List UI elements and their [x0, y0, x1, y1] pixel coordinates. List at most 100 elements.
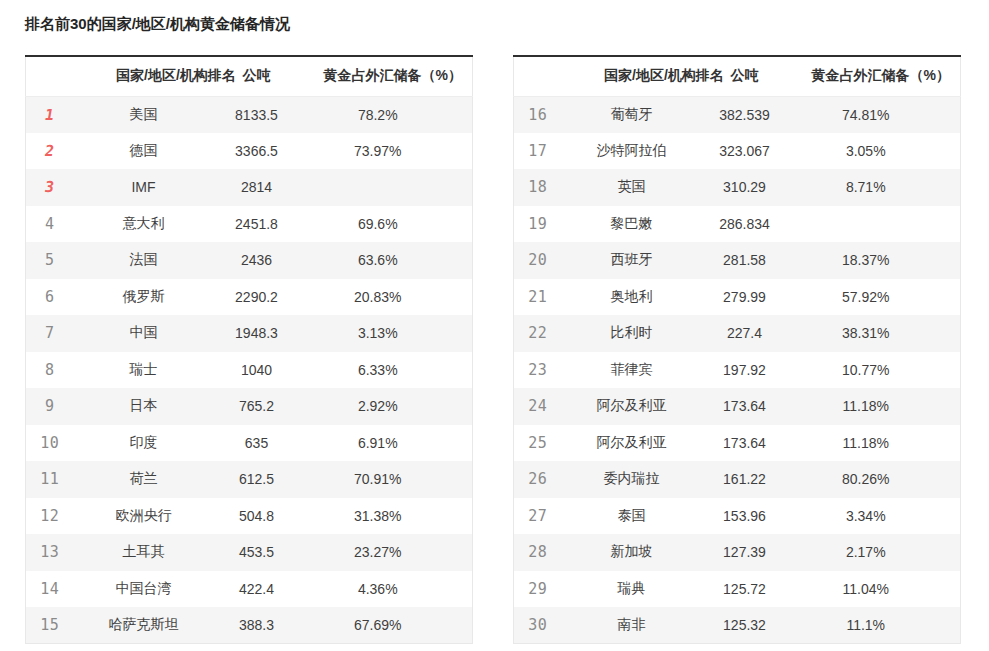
rank-number: 16	[528, 106, 547, 124]
table-row: 1美国8133.578.2%	[26, 96, 473, 133]
table-row: 22 比利时227.438.31%	[514, 315, 961, 352]
country-name-cell: IMF	[74, 169, 214, 206]
country-name-cell: 西班牙	[562, 242, 702, 279]
rank-number: 22	[528, 324, 547, 342]
tonnes-cell: 2436	[214, 242, 324, 279]
pct-of-reserves-cell: 78.2%	[324, 96, 473, 133]
rank-cell: 15	[26, 607, 74, 644]
table-row: 25阿尔及利亚173.6411.18%	[514, 425, 961, 462]
country-name-cell: 英国	[562, 169, 702, 206]
pct-of-reserves-cell: 11.04%	[812, 571, 961, 608]
table-row: 10印度6356.91%	[26, 425, 473, 462]
country-name-cell: 中国	[74, 315, 214, 352]
table-row: 28新加坡127.392.17%	[514, 534, 961, 571]
table-row: 13土耳其453.523.27%	[26, 534, 473, 571]
tables-container: 国家/地区/机构排名 公吨 黄金占外汇储备（%） 1美国8133.578.2%2…	[25, 55, 965, 644]
pct-of-reserves-cell: 18.37%	[812, 242, 961, 279]
country-name-cell: 哈萨克斯坦	[74, 607, 214, 644]
tonnes-cell: 765.2	[214, 388, 324, 425]
tonnes-cell: 227.4	[702, 315, 812, 352]
rank-cell: 12	[26, 498, 74, 535]
rank-cell: 21	[514, 279, 562, 316]
table-row: 17沙特阿拉伯323.0673.05%	[514, 133, 961, 170]
tonnes-cell: 2290.2	[214, 279, 324, 316]
page: 排名前30的国家/地区/机构黄金储备情况 国家/地区/机构排名 公吨 黄金占外汇…	[0, 0, 989, 644]
rank-number: 25	[528, 434, 547, 452]
table-row: 27泰国153.963.34%	[514, 498, 961, 535]
table-row: 9日本765.22.92%	[26, 388, 473, 425]
pct-of-reserves-cell: 11.18%	[812, 425, 961, 462]
table-body-right: 16葡萄牙382.53974.81%17沙特阿拉伯323.0673.05%18英…	[514, 96, 961, 644]
pct-of-reserves-cell	[812, 206, 961, 243]
rank-cell: 19	[514, 206, 562, 243]
rank-cell: 8	[26, 352, 74, 389]
table-row: 8瑞士10406.33%	[26, 352, 473, 389]
tonnes-cell: 612.5	[214, 461, 324, 498]
rank-cell: 30	[514, 607, 562, 644]
table-row: 3 IMF2814	[26, 169, 473, 206]
tonnes-cell: 388.3	[214, 607, 324, 644]
rank-cell: 11	[26, 461, 74, 498]
rank-number: 5	[45, 251, 55, 269]
tonnes-cell: 310.29	[702, 169, 812, 206]
rank-number: 3	[43, 178, 56, 196]
header-row: 国家/地区/机构排名 公吨 黄金占外汇储备（%）	[26, 56, 473, 96]
pct-of-reserves-cell: 20.83%	[324, 279, 473, 316]
rank-cell: 24	[514, 388, 562, 425]
table-row: 12欧洲央行504.831.38%	[26, 498, 473, 535]
rank-cell: 26	[514, 461, 562, 498]
rank-cell: 13	[26, 534, 74, 571]
pct-of-reserves-cell: 67.69%	[324, 607, 473, 644]
tonnes-cell: 453.5	[214, 534, 324, 571]
table-row: 7中国1948.33.13%	[26, 315, 473, 352]
rank-number: 12	[40, 507, 59, 525]
country-name-cell: 荷兰	[74, 461, 214, 498]
tonnes-cell: 2814	[214, 169, 324, 206]
rank-cell: 27	[514, 498, 562, 535]
tonnes-cell: 1040	[214, 352, 324, 389]
pct-of-reserves-cell: 23.27%	[324, 534, 473, 571]
column-header-pct: 黄金占外汇储备（%）	[812, 56, 961, 96]
pct-of-reserves-cell: 73.97%	[324, 133, 473, 170]
rank-number: 6	[45, 288, 55, 306]
pct-of-reserves-cell: 2.92%	[324, 388, 473, 425]
rank-number: 20	[528, 251, 547, 269]
tonnes-cell: 127.39	[702, 534, 812, 571]
tonnes-cell: 323.067	[702, 133, 812, 170]
country-name-cell: 中国台湾	[74, 571, 214, 608]
rank-number: 7	[45, 324, 55, 342]
table-row: 15 哈萨克斯坦388.367.69%	[26, 607, 473, 644]
tonnes-cell: 382.539	[702, 96, 812, 133]
tonnes-cell: 173.64	[702, 425, 812, 462]
pct-of-reserves-cell: 6.91%	[324, 425, 473, 462]
pct-of-reserves-cell: 31.38%	[324, 498, 473, 535]
table-row: 21奥地利279.9957.92%	[514, 279, 961, 316]
country-name-cell: 新加坡	[562, 534, 702, 571]
pct-of-reserves-cell: 2.17%	[812, 534, 961, 571]
rank-cell: 1	[26, 96, 74, 133]
rank-cell: 20	[514, 242, 562, 279]
rank-number: 15	[40, 616, 59, 634]
tonnes-cell: 286.834	[702, 206, 812, 243]
rank-cell: 10	[26, 425, 74, 462]
country-name-cell: 瑞士	[74, 352, 214, 389]
pct-of-reserves-cell: 11.1%	[812, 607, 961, 644]
rank-number: 8	[45, 361, 55, 379]
table-row: 26委内瑞拉161.2280.26%	[514, 461, 961, 498]
rank-cell: 2	[26, 133, 74, 170]
pct-of-reserves-cell: 10.77%	[812, 352, 961, 389]
rank-number: 17	[528, 142, 547, 160]
pct-of-reserves-cell: 74.81%	[812, 96, 961, 133]
rank-cell: 25	[514, 425, 562, 462]
table-body-left: 1美国8133.578.2%2德国3366.573.97%3IMF28144意大…	[26, 96, 473, 644]
country-name-cell: 沙特阿拉伯	[562, 133, 702, 170]
country-name-cell: 法国	[74, 242, 214, 279]
tonnes-cell: 153.96	[702, 498, 812, 535]
pct-of-reserves-cell: 38.31%	[812, 315, 961, 352]
country-name-cell: 比利时	[562, 315, 702, 352]
pct-of-reserves-cell: 11.18%	[812, 388, 961, 425]
tonnes-cell: 635	[214, 425, 324, 462]
pct-of-reserves-cell: 3.13%	[324, 315, 473, 352]
column-header-rank-name: 国家/地区/机构排名	[26, 56, 214, 96]
column-header-pct: 黄金占外汇储备（%）	[324, 56, 473, 96]
